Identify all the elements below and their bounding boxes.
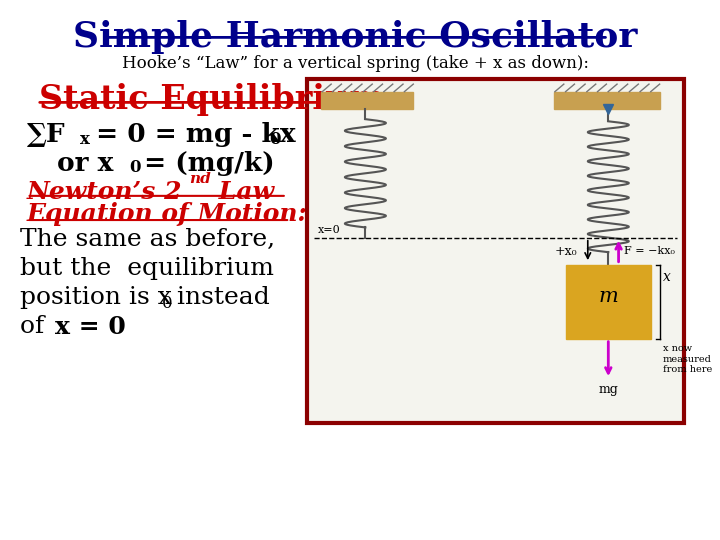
Text: Static Equilibrium:: Static Equilibrium: <box>40 83 397 116</box>
Bar <box>307 79 683 423</box>
Text: The same as before,: The same as before, <box>20 228 275 251</box>
Text: = 0 = mg - kx: = 0 = mg - kx <box>87 122 295 147</box>
Text: Hooke’s “Law” for a vertical spring (take + x as down):: Hooke’s “Law” for a vertical spring (tak… <box>122 55 589 72</box>
Text: but the  equilibrium: but the equilibrium <box>20 257 274 280</box>
Text: Simple Harmonic Oscillator: Simple Harmonic Oscillator <box>73 20 637 54</box>
Text: = (mg/k): = (mg/k) <box>135 151 274 176</box>
Text: position is x: position is x <box>20 286 171 309</box>
Text: Equation of Motion:: Equation of Motion: <box>27 202 307 226</box>
Text: mg: mg <box>598 383 618 396</box>
Text: x=0: x=0 <box>318 225 341 235</box>
Text: +x₀: +x₀ <box>555 245 577 258</box>
Bar <box>554 92 660 109</box>
Text: instead: instead <box>169 286 270 309</box>
Text: x = 0: x = 0 <box>55 315 126 339</box>
Bar <box>321 92 413 109</box>
Text: 0: 0 <box>162 295 173 312</box>
Text: x now
measured
from here: x now measured from here <box>663 344 712 374</box>
Text: Newton’s 2: Newton’s 2 <box>27 180 182 204</box>
Text: ∑F: ∑F <box>27 122 66 147</box>
Text: nd: nd <box>189 172 211 186</box>
Text: Law: Law <box>210 180 274 204</box>
Text: 0: 0 <box>130 159 141 177</box>
Text: x: x <box>80 131 90 148</box>
Text: 0: 0 <box>269 131 281 148</box>
Text: x: x <box>663 270 671 284</box>
Bar <box>566 265 652 339</box>
Text: F = −kx₀: F = −kx₀ <box>624 246 675 256</box>
Text: or x: or x <box>58 151 114 176</box>
Text: m: m <box>599 287 618 306</box>
Text: of: of <box>20 315 52 338</box>
